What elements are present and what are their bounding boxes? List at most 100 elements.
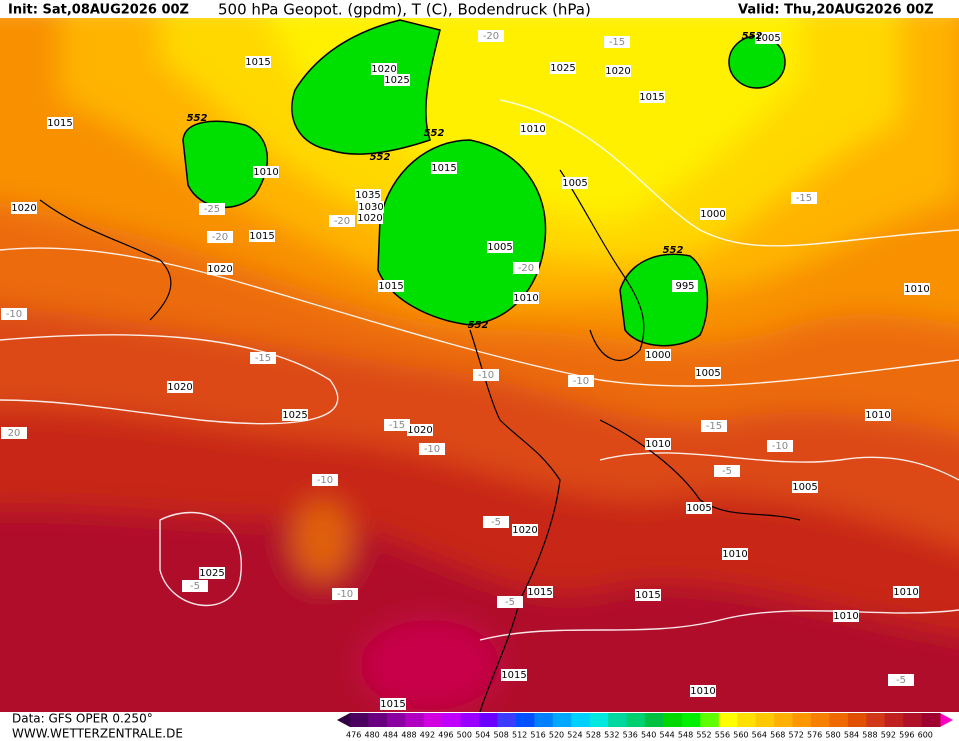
- colorbar-label: 568: [770, 731, 785, 740]
- temperature-label: -20: [212, 232, 228, 243]
- colorbar-label: 504: [475, 731, 490, 740]
- colorbar-swatch: [921, 713, 941, 727]
- isobar-label-box: [645, 438, 671, 450]
- isobar-label: 1010: [865, 410, 890, 421]
- title: 500 hPa Geopot. (gpdm), T (C), Bodendruc…: [218, 1, 591, 19]
- isobar-label: 1020: [407, 425, 432, 436]
- colorbar-arrow-high: [940, 713, 953, 727]
- isobar-label-box: [199, 567, 225, 579]
- isobar-label: 1005: [755, 33, 780, 44]
- colorbar-label: 592: [881, 731, 896, 740]
- temperature-label: -5: [896, 675, 906, 686]
- temperature-label: -20: [483, 31, 499, 42]
- colorbar-swatch: [515, 713, 535, 727]
- colorbar-label: 564: [752, 731, 767, 740]
- colorbar-swatch: [810, 713, 830, 727]
- header-bar: [0, 0, 959, 18]
- temperature-label: -10: [317, 475, 333, 486]
- temperature-label: -25: [204, 204, 220, 215]
- isobar-label-box: [865, 409, 891, 421]
- colorbar-label: 508: [494, 731, 509, 740]
- temperature-label-box: [483, 516, 509, 528]
- colorbar-swatch: [479, 713, 498, 727]
- isobar-label: 1020: [357, 213, 382, 224]
- colorbar-label: 576: [807, 731, 822, 740]
- colorbar-label: 560: [733, 731, 748, 740]
- colorbar-swatch: [774, 713, 793, 727]
- height-label: 552: [663, 245, 684, 256]
- colorbar-swatch: [423, 713, 443, 727]
- colorbar-swatch: [903, 713, 923, 727]
- isobar-label: 1015: [501, 670, 526, 681]
- height-label: 552: [468, 320, 489, 331]
- isobar-label-box: [282, 409, 308, 421]
- isobar-label-box: [686, 502, 712, 514]
- temperature-label-box: [419, 443, 445, 455]
- colorbar-swatch: [534, 713, 554, 727]
- isobar-label: 1015: [245, 57, 270, 68]
- isobar-label: 1025: [384, 75, 409, 86]
- colorbar-swatch: [460, 713, 480, 727]
- colorbar-swatch: [847, 713, 867, 727]
- green-areas: [182, 19, 786, 347]
- isobars: [0, 99, 959, 641]
- temperature-label: -5: [491, 517, 501, 528]
- isobar-label: 1010: [904, 284, 929, 295]
- colorbar-label: 544: [659, 731, 674, 740]
- temperature-label-box: [701, 420, 727, 432]
- temperature-label-box: [568, 375, 594, 387]
- colorbar-label: 584: [844, 731, 859, 740]
- colorbar-swatch: [626, 713, 646, 727]
- isobar-label: 1000: [645, 350, 670, 361]
- isobar-label: 1020: [207, 264, 232, 275]
- colorbar-label: 512: [512, 731, 527, 740]
- isobar-label: 1015: [635, 590, 660, 601]
- temperature-label-box: [604, 36, 630, 48]
- temperature-label-box: [478, 30, 504, 42]
- height-label: 552: [742, 31, 763, 42]
- isobar-label: 1025: [199, 568, 224, 579]
- colorbar-label: 516: [530, 731, 545, 740]
- colorbar-swatch: [442, 713, 462, 727]
- colorbar-label: 572: [789, 731, 804, 740]
- isobar-label: 1020: [167, 382, 192, 393]
- isobar-label-box: [501, 669, 527, 681]
- isobar-label-box: [635, 589, 661, 601]
- isobar-label: 1005: [792, 482, 817, 493]
- isobar-label-box: [527, 586, 553, 598]
- temperature-label-box: [199, 203, 225, 215]
- isobar-label-box: [520, 123, 546, 135]
- isobar-label: 1015: [249, 231, 274, 242]
- colorbar-arrow-low: [337, 713, 350, 727]
- colorbar-label: 524: [567, 731, 582, 740]
- isobar-label: 995: [675, 281, 694, 292]
- isobar-label-box: [513, 292, 539, 304]
- colorbar-label: 520: [549, 731, 564, 740]
- isobar-label-box: [431, 162, 457, 174]
- temperature-label: -10: [772, 441, 788, 452]
- colorbar-swatch: [368, 713, 388, 727]
- colorbar-swatch: [718, 713, 738, 727]
- colorbar-swatch: [589, 713, 609, 727]
- isobar-label: 1005: [695, 368, 720, 379]
- website: WWW.WETTERZENTRALE.DE: [12, 727, 183, 741]
- isobar-label-box: [355, 189, 381, 201]
- colorbar-label: 492: [420, 731, 435, 740]
- isobar-label-box: [755, 32, 781, 44]
- isobar-label: 1020: [512, 525, 537, 536]
- colorbar-label: 488: [401, 731, 416, 740]
- temperature-label: 20: [8, 428, 21, 439]
- temperature-label: -15: [796, 193, 812, 204]
- colorbar-label: 552: [696, 731, 711, 740]
- temperature-label-box: [207, 231, 233, 243]
- isobar-label: 1015: [380, 699, 405, 710]
- isobar-label-box: [722, 548, 748, 560]
- temperature-label-box: [473, 369, 499, 381]
- isobar-label-box: [407, 424, 433, 436]
- temperature-label: -15: [609, 37, 625, 48]
- colorbar-label: 596: [899, 731, 914, 740]
- isobar-label-box: [550, 62, 576, 74]
- colorbar-swatch: [405, 713, 425, 727]
- isobar-label-box: [893, 586, 919, 598]
